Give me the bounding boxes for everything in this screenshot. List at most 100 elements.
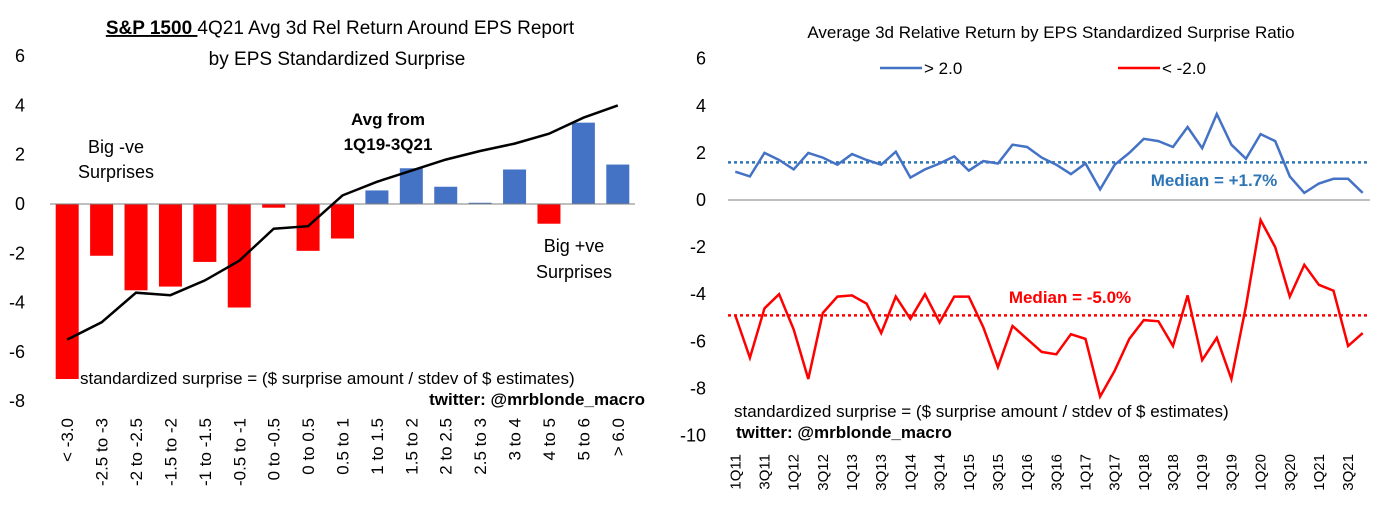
left-x-tick-label: 3 to 4 bbox=[506, 418, 525, 461]
left-x-tick-label: 2 to 2.5 bbox=[437, 418, 456, 475]
series-line-neg bbox=[734, 216, 1364, 400]
bar bbox=[262, 204, 286, 208]
left-x-tick-label: 0 to 0.5 bbox=[299, 418, 318, 475]
right-x-tick-label: 1Q21 bbox=[1311, 454, 1328, 491]
right-x-tick-label: 3Q12 bbox=[815, 454, 832, 491]
bar bbox=[193, 204, 217, 262]
left-x-tick-label: 0.5 to 1 bbox=[334, 418, 353, 475]
right-x-tick-label: 1Q11 bbox=[727, 454, 744, 490]
right-x-axis: 1Q11 3Q11 1Q12 3Q12 1Q13 3Q13 1Q14 3Q14 1Q15 3Q15… bbox=[727, 454, 1357, 491]
left-x-tick-label: -2.5 to -3 bbox=[93, 418, 112, 486]
bar bbox=[124, 204, 148, 291]
bar bbox=[571, 122, 595, 204]
right-y-tick-label: 2 bbox=[696, 143, 706, 163]
left-y-tick-label: -6 bbox=[9, 342, 25, 362]
right-y-axis: 6 4 2 0 -2 -4 -6 -8 -10 bbox=[680, 49, 706, 446]
left-y-axis: 6 4 2 0 -2 -4 -6 -8 bbox=[9, 46, 25, 411]
avg-label-line1: Avg from bbox=[351, 110, 425, 129]
avg-label-line2: 1Q19-3Q21 bbox=[344, 135, 433, 154]
left-y-tick-label: -2 bbox=[9, 243, 25, 263]
right-x-tick-label: 1Q20 bbox=[1253, 454, 1270, 491]
right-x-tick-label: 3Q13 bbox=[873, 454, 890, 491]
big-neg-label-line2: Surprises bbox=[78, 162, 154, 182]
bar bbox=[606, 164, 630, 204]
right-x-tick-label: 1Q19 bbox=[1194, 454, 1211, 491]
right-chart-title: Average 3d Relative Return by EPS Standa… bbox=[807, 23, 1294, 42]
left-x-tick-label: 0 to -0.5 bbox=[265, 418, 284, 480]
bar bbox=[158, 204, 182, 287]
left-bar-chart: S&P 1500 4Q21 Avg 3d Rel Return Around E… bbox=[9, 18, 645, 486]
left-x-tick-label: 2.5 to 3 bbox=[471, 418, 490, 475]
right-x-tick-label: 1Q17 bbox=[1077, 454, 1094, 491]
left-chart-title: S&P 1500 4Q21 Avg 3d Rel Return Around E… bbox=[106, 18, 575, 39]
left-chart-title-bold: S&P 1500 bbox=[106, 18, 198, 39]
big-pos-label-line2: Surprises bbox=[536, 262, 612, 282]
right-x-tick-label: 3Q14 bbox=[932, 454, 949, 491]
left-x-tick-label: -2 to -2.5 bbox=[127, 418, 146, 486]
big-neg-label-line1: Big -ve bbox=[88, 137, 144, 157]
right-x-tick-label: 1Q13 bbox=[844, 454, 861, 491]
big-pos-label-line1: Big +ve bbox=[544, 236, 605, 256]
bar bbox=[331, 204, 354, 239]
left-x-tick-label: 1 to 1.5 bbox=[368, 418, 387, 475]
right-x-tick-label: 3Q19 bbox=[1223, 454, 1240, 491]
right-x-tick-label: 1Q12 bbox=[786, 454, 803, 491]
right-x-tick-label: 1Q18 bbox=[1136, 454, 1153, 491]
bar bbox=[55, 204, 79, 380]
right-y-tick-label: -10 bbox=[680, 426, 706, 446]
left-y-tick-label: -8 bbox=[9, 391, 25, 411]
right-y-tick-label: -8 bbox=[690, 378, 706, 398]
bar bbox=[399, 168, 423, 204]
right-x-tick-label: 3Q17 bbox=[1107, 454, 1124, 491]
right-x-tick-label: 1Q14 bbox=[902, 454, 919, 491]
left-x-tick-label: 4 to 5 bbox=[540, 418, 559, 461]
median-label-neg: Median = -5.0% bbox=[1009, 288, 1131, 307]
left-x-axis: < -3.0 -2.5 to -3 -2 to -2.5 -1.5 to -2 -1 t… bbox=[58, 418, 628, 486]
left-x-tick-label: -0.5 to -1 bbox=[230, 418, 249, 486]
bar bbox=[227, 204, 251, 308]
left-y-tick-label: 0 bbox=[15, 194, 25, 214]
bar bbox=[503, 169, 527, 204]
right-x-tick-label: 3Q21 bbox=[1340, 454, 1357, 491]
left-formula-note: standardized surprise = ($ surprise amou… bbox=[80, 369, 575, 388]
left-x-tick-label: -1 to -1.5 bbox=[196, 418, 215, 486]
left-chart-subtitle: by EPS Standardized Surprise bbox=[209, 49, 466, 70]
left-y-tick-label: 4 bbox=[15, 95, 25, 115]
right-x-tick-label: 3Q16 bbox=[1048, 454, 1065, 491]
right-line-chart: Average 3d Relative Return by EPS Standa… bbox=[680, 23, 1370, 491]
bar bbox=[365, 190, 389, 204]
right-y-tick-label: 6 bbox=[696, 49, 706, 69]
bar bbox=[90, 204, 114, 256]
right-y-tick-label: 0 bbox=[696, 190, 706, 210]
left-chart-title-rest: 4Q21 Avg 3d Rel Return Around EPS Report bbox=[197, 18, 574, 39]
bar bbox=[434, 186, 458, 204]
right-twitter-handle: twitter: @mrblonde_macro bbox=[736, 423, 952, 442]
left-x-tick-label: 1.5 to 2 bbox=[402, 418, 421, 475]
right-formula-note: standardized surprise = ($ surprise amou… bbox=[734, 402, 1229, 421]
legend: > 2.0 < -2.0 bbox=[880, 59, 1206, 78]
right-y-tick-label: -4 bbox=[690, 284, 706, 304]
series-line-pos bbox=[734, 110, 1364, 195]
legend-label-neg: < -2.0 bbox=[1162, 59, 1206, 78]
left-x-tick-label: 5 to 6 bbox=[574, 418, 593, 461]
left-bars bbox=[55, 122, 630, 380]
left-y-tick-label: 6 bbox=[15, 46, 25, 66]
right-x-tick-label: 1Q15 bbox=[961, 454, 978, 491]
left-x-tick-label: > 6.0 bbox=[609, 418, 628, 456]
left-y-tick-label: -4 bbox=[9, 293, 25, 313]
right-x-tick-label: 3Q11 bbox=[756, 454, 773, 490]
left-x-tick-label: < -3.0 bbox=[58, 418, 77, 462]
median-label-pos: Median = +1.7% bbox=[1151, 171, 1278, 190]
right-y-tick-label: 4 bbox=[696, 96, 706, 116]
bar bbox=[537, 204, 561, 224]
legend-label-pos: > 2.0 bbox=[924, 59, 962, 78]
right-y-tick-label: -2 bbox=[690, 237, 706, 257]
right-x-tick-label: 3Q15 bbox=[990, 454, 1007, 491]
avg-line bbox=[66, 104, 619, 341]
right-x-tick-label: 1Q16 bbox=[1019, 454, 1036, 491]
right-x-tick-label: 3Q18 bbox=[1165, 454, 1182, 491]
right-y-tick-label: -6 bbox=[690, 331, 706, 351]
left-y-tick-label: 2 bbox=[15, 145, 25, 165]
left-twitter-handle: twitter: @mrblonde_macro bbox=[429, 390, 645, 409]
right-x-tick-label: 3Q20 bbox=[1282, 454, 1299, 491]
